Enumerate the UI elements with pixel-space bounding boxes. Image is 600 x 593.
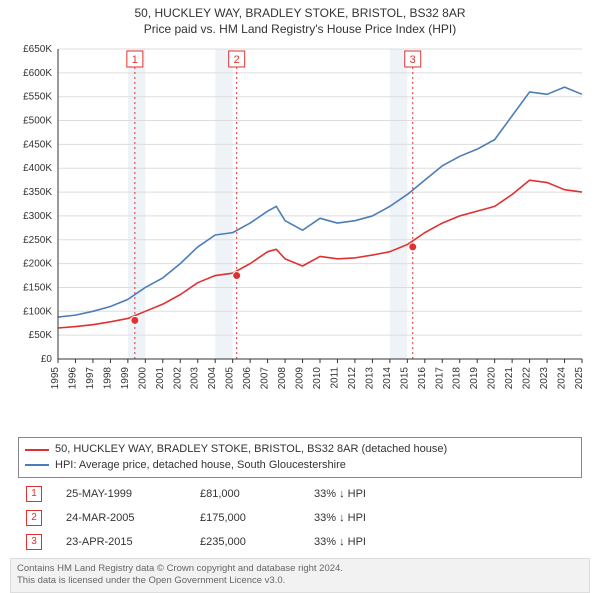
svg-text:£650K: £650K [23,44,52,55]
svg-text:2017: 2017 [434,367,445,390]
legend-label: 50, HUCKLEY WAY, BRADLEY STOKE, BRISTOL,… [55,442,447,457]
svg-text:2016: 2016 [417,367,428,390]
legend-item: 50, HUCKLEY WAY, BRADLEY STOKE, BRISTOL,… [25,442,575,457]
sale-badge: 1 [26,486,42,502]
svg-text:2015: 2015 [399,367,410,390]
chart-svg: £0 £50K £100K £150K £200K £250K £300K £350K £400… [10,41,590,431]
sale-price: £81,000 [200,488,290,500]
svg-text:2002: 2002 [172,367,183,390]
svg-text:1999: 1999 [120,367,131,390]
legend-box: 50, HUCKLEY WAY, BRADLEY STOKE, BRISTOL,… [18,437,582,478]
footer: Contains HM Land Registry data © Crown c… [10,558,590,593]
sale-delta: 33% ↓ HPI [314,488,366,500]
title-block: 50, HUCKLEY WAY, BRADLEY STOKE, BRISTOL,… [10,6,590,37]
svg-text:2013: 2013 [364,367,375,390]
svg-text:2014: 2014 [382,367,393,390]
chart-page: 50, HUCKLEY WAY, BRADLEY STOKE, BRISTOL,… [0,0,600,590]
svg-text:2011: 2011 [329,367,340,389]
svg-text:1996: 1996 [67,367,78,390]
svg-text:2006: 2006 [242,367,253,390]
svg-text:2008: 2008 [277,367,288,390]
svg-text:£450K: £450K [23,140,52,151]
svg-text:2022: 2022 [522,367,533,390]
sale-delta: 33% ↓ HPI [314,536,366,548]
svg-text:2019: 2019 [469,367,480,390]
svg-text:2009: 2009 [295,367,306,390]
svg-text:1998: 1998 [102,367,113,390]
svg-text:1995: 1995 [50,367,61,390]
svg-text:£200K: £200K [23,259,52,270]
svg-text:2003: 2003 [190,367,201,390]
svg-text:£400K: £400K [23,163,52,174]
footer-line2: This data is licensed under the Open Gov… [17,575,583,587]
svg-text:2004: 2004 [207,367,218,390]
svg-text:£600K: £600K [23,68,52,79]
legend-swatch [25,449,49,451]
sale-badge: 3 [26,534,42,550]
svg-text:2025: 2025 [574,367,585,390]
sale-row: 3 23-APR-2015 £235,000 33% ↓ HPI [26,534,582,550]
footer-line1: Contains HM Land Registry data © Crown c… [17,563,583,575]
svg-text:£150K: £150K [23,283,52,294]
sale-row: 1 25-MAY-1999 £81,000 33% ↓ HPI [26,486,582,502]
title-line1: 50, HUCKLEY WAY, BRADLEY STOKE, BRISTOL,… [10,6,590,22]
svg-text:£50K: £50K [29,330,53,341]
title-line2: Price paid vs. HM Land Registry's House … [10,22,590,38]
svg-text:1997: 1997 [85,367,96,390]
chart: £0 £50K £100K £150K £200K £250K £300K £350K £400… [10,41,590,431]
legend-swatch [25,464,49,466]
legend-label: HPI: Average price, detached house, Sout… [55,458,346,473]
svg-text:2000: 2000 [137,367,148,390]
svg-text:2021: 2021 [504,367,515,390]
sale-price: £175,000 [200,512,290,524]
svg-text:2020: 2020 [487,367,498,390]
svg-text:2005: 2005 [225,367,236,390]
sale-date: 24-MAR-2005 [66,512,176,524]
svg-text:2010: 2010 [312,367,323,390]
sale-delta: 33% ↓ HPI [314,512,366,524]
svg-text:£500K: £500K [23,116,52,127]
sale-badge: 2 [26,510,42,526]
svg-text:2007: 2007 [260,367,271,390]
svg-text:£100K: £100K [23,306,52,317]
svg-text:2001: 2001 [155,367,166,390]
legend-item: HPI: Average price, detached house, Sout… [25,458,575,473]
sale-row: 2 24-MAR-2005 £175,000 33% ↓ HPI [26,510,582,526]
svg-text:1: 1 [132,54,138,66]
svg-text:£0: £0 [41,354,53,365]
svg-text:£550K: £550K [23,92,52,103]
svg-text:2018: 2018 [452,367,463,390]
svg-text:£300K: £300K [23,211,52,222]
svg-text:3: 3 [410,54,416,66]
svg-text:2023: 2023 [539,367,550,390]
sale-date: 23-APR-2015 [66,536,176,548]
sales-rows: 1 25-MAY-1999 £81,000 33% ↓ HPI 2 24-MAR-2005… [18,486,582,550]
svg-text:£250K: £250K [23,235,52,246]
legend-and-sales: 50, HUCKLEY WAY, BRADLEY STOKE, BRISTOL,… [18,437,582,550]
svg-text:2012: 2012 [347,367,358,390]
svg-text:£350K: £350K [23,187,52,198]
svg-text:2: 2 [234,54,240,66]
svg-text:2024: 2024 [557,367,568,390]
sale-date: 25-MAY-1999 [66,488,176,500]
sale-price: £235,000 [200,536,290,548]
